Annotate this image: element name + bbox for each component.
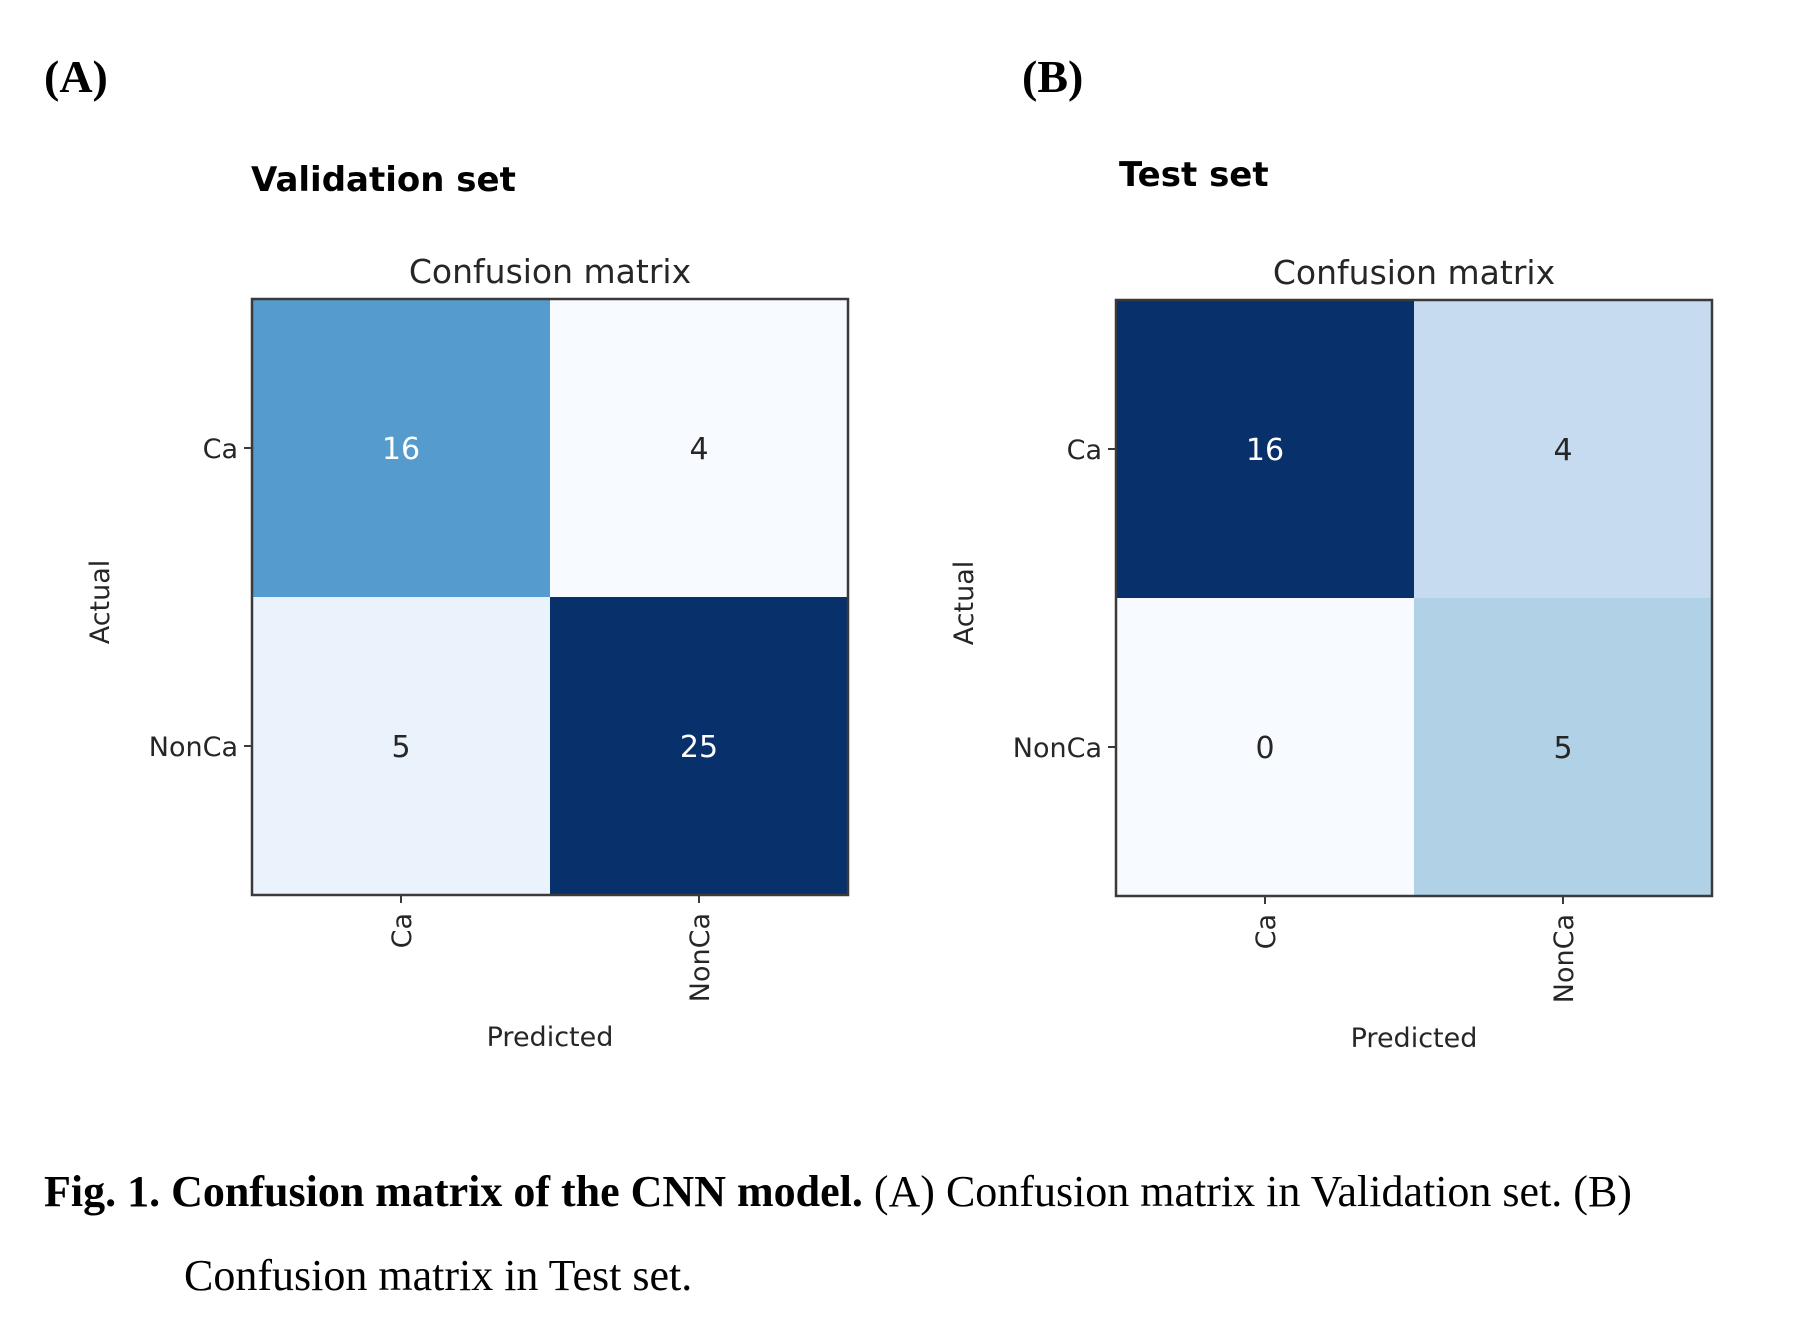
caption-rest: (A) Confusion matrix in Validation set. … bbox=[862, 1167, 1632, 1216]
validation-cell-NonCa-NonCa bbox=[550, 597, 848, 895]
caption-line-2: Confusion matrix in Test set. bbox=[184, 1251, 693, 1300]
test-x-axis-label: Predicted bbox=[1351, 1023, 1478, 1054]
validation-chart-title: Confusion matrix bbox=[409, 252, 691, 291]
validation-y-axis-label: Actual bbox=[85, 560, 116, 645]
test-set-title: Test set bbox=[1119, 155, 1269, 195]
test-cell-value: 4 bbox=[1553, 433, 1572, 468]
test-cell-Ca-Ca bbox=[1116, 300, 1414, 598]
test-y-axis-label: Actual bbox=[949, 561, 980, 646]
test-y-tick-label: NonCa bbox=[1013, 733, 1102, 764]
test-x-tick-label: Ca bbox=[1251, 914, 1282, 949]
validation-set-title: Validation set bbox=[251, 160, 516, 200]
test-cell-Ca-NonCa bbox=[1414, 300, 1712, 598]
validation-x-axis-label: Predicted bbox=[487, 1022, 614, 1053]
test-chart-title: Confusion matrix bbox=[1273, 253, 1555, 292]
test-cell-NonCa-NonCa bbox=[1414, 598, 1712, 896]
test-y-tick-label: Ca bbox=[1067, 435, 1102, 466]
validation-x-tick-label: Ca bbox=[387, 913, 418, 948]
validation-cell-value: 25 bbox=[680, 730, 718, 765]
validation-cell-value: 4 bbox=[689, 432, 708, 467]
validation-cell-NonCa-Ca bbox=[252, 597, 550, 895]
panel-label-b: (B) bbox=[1022, 51, 1084, 102]
panel-label-a: (A) bbox=[44, 51, 108, 102]
validation-y-tick-label: Ca bbox=[203, 434, 238, 465]
validation-cell-value: 16 bbox=[382, 432, 420, 467]
test-cell-NonCa-Ca bbox=[1116, 598, 1414, 896]
validation-x-tick-label: NonCa bbox=[685, 913, 716, 1002]
validation-cell-value: 5 bbox=[391, 730, 410, 765]
test-axes-frame bbox=[1114, 298, 1714, 898]
validation-axes-frame bbox=[250, 297, 850, 897]
validation-cell-Ca-NonCa bbox=[550, 299, 848, 597]
caption-line-1: Fig. 1. Confusion matrix of the CNN mode… bbox=[44, 1150, 1804, 1234]
validation-cell-Ca-Ca bbox=[252, 299, 550, 597]
test-cell-value: 5 bbox=[1553, 731, 1572, 766]
validation-y-tick-label: NonCa bbox=[149, 732, 238, 763]
figure-caption: Fig. 1. Confusion matrix of the CNN mode… bbox=[44, 1150, 1804, 1318]
caption-bold: Fig. 1. Confusion matrix of the CNN mode… bbox=[44, 1167, 863, 1216]
test-cell-value: 0 bbox=[1255, 731, 1274, 766]
test-x-tick-label: NonCa bbox=[1549, 914, 1580, 1003]
test-cell-value: 16 bbox=[1246, 433, 1284, 468]
